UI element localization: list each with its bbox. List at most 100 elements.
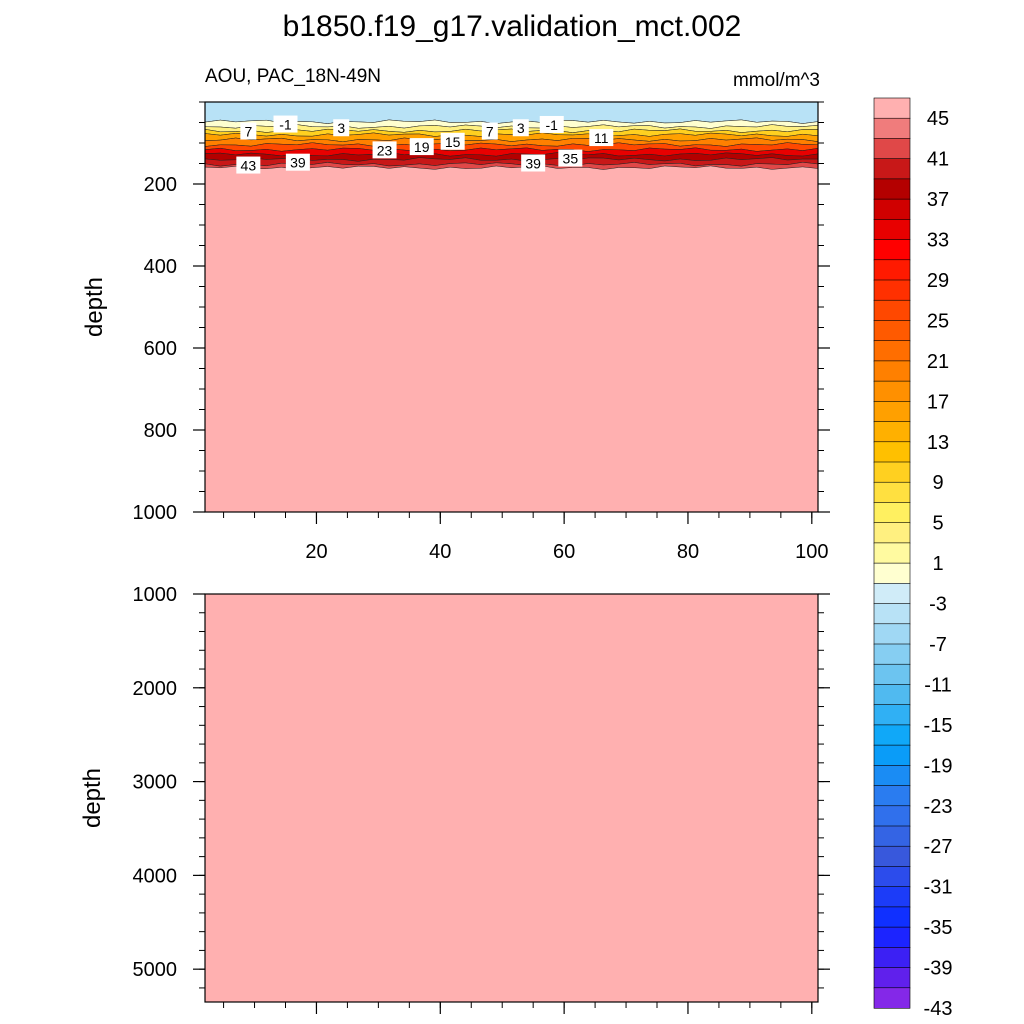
colorbar-box: [873, 785, 911, 807]
contour-label: 39: [521, 154, 546, 172]
contour-label-text: 23: [377, 142, 393, 158]
contour-label: 15: [440, 132, 465, 150]
contour-label-text: 19: [414, 139, 430, 155]
colorbar-box: [873, 805, 911, 827]
colorbar-box: [873, 279, 911, 301]
contour-label: 11: [589, 129, 614, 147]
colorbar-label: 5: [932, 513, 943, 535]
contour-label-text: 43: [241, 158, 257, 174]
colorbar-box: [873, 663, 911, 686]
colorbar-label: 17: [927, 391, 949, 413]
colorbar-label: 41: [927, 149, 949, 171]
contour-label: 19: [409, 138, 434, 156]
contour-label: 43: [236, 156, 261, 174]
y-tick-label: 2000: [133, 678, 178, 700]
colorbar-box: [873, 583, 911, 605]
colorbar-box: [873, 360, 911, 382]
contour-label-text: 7: [244, 124, 252, 140]
y-tick-label: 1000: [133, 502, 178, 524]
y-tick-label: 800: [144, 420, 177, 442]
contour-label: -1: [273, 115, 298, 133]
colorbar-box: [873, 320, 911, 342]
colorbar-label: -27: [924, 836, 953, 858]
colorbar-box: [873, 380, 911, 402]
colorbar-box: [873, 562, 911, 584]
colorbar-box: [873, 724, 911, 746]
lower-x-axis: [223, 1002, 813, 1014]
colorbar-box: [873, 178, 911, 200]
lower-ylabel: depth: [79, 768, 106, 828]
colorbar-label: -39: [924, 958, 953, 980]
colorbar-label: -31: [924, 877, 953, 899]
colorbar-label: -15: [924, 715, 953, 737]
upper-contour-labels: 7 -1 3 43 39 23 19 15 7 3 -1 11 39 35: [236, 115, 614, 174]
contour-label-text: -1: [279, 117, 292, 133]
y-tick-label: 200: [144, 174, 177, 196]
colorbar-box: [873, 299, 911, 322]
upper-panel: AOU, PAC_18N-49N mmol/m^3 7 -1 3 43 39 23 19 15…: [81, 66, 830, 563]
contour-label-text: 39: [290, 155, 306, 171]
colorbar-box: [873, 97, 911, 119]
colorbar-label: -3: [929, 594, 947, 616]
upper-subtitle-right: mmol/m^3: [733, 70, 820, 91]
colorbar-box: [873, 158, 911, 180]
colorbar-box: [873, 866, 911, 888]
upper-x-axis: 20 40 60 80 100: [223, 512, 828, 563]
colorbar-box: [873, 947, 911, 969]
colorbar-label: 29: [927, 270, 949, 292]
colorbar-label: -7: [929, 634, 947, 656]
contour-label-text: 11: [594, 130, 609, 146]
contour-label: 3: [512, 119, 529, 136]
colorbar-label: -35: [924, 917, 953, 939]
colorbar-label: -11: [924, 674, 951, 696]
colorbar-box: [873, 926, 911, 948]
colorbar-label: 37: [927, 189, 949, 211]
upper-subtitle-left: AOU, PAC_18N-49N: [205, 66, 381, 87]
colorbar-box: [873, 845, 911, 868]
y-tick-label: 600: [144, 338, 177, 360]
contour-label-text: 3: [517, 120, 525, 136]
colorbar-box: [873, 401, 911, 423]
colorbar-box: [873, 461, 911, 483]
contour-label: 39: [285, 153, 310, 171]
colorbar-box: [873, 522, 911, 544]
colorbar-box: [873, 967, 911, 989]
colorbar-box: [873, 239, 911, 261]
colorbar-box: [873, 198, 911, 220]
colorbar-box: [873, 219, 911, 241]
colorbar-box: [873, 603, 911, 625]
colorbar-box: [873, 259, 911, 281]
y-tick-label: 5000: [133, 959, 178, 981]
colorbar-label: 9: [932, 472, 943, 494]
y-tick-label: 4000: [133, 865, 178, 887]
contour-label-text: -1: [546, 117, 559, 133]
colorbar-box: [873, 765, 911, 787]
colorbar-label: 13: [927, 432, 949, 454]
colorbar-label: 33: [927, 230, 949, 252]
y-tick-label: 400: [144, 256, 177, 278]
colorbar-box: [873, 340, 911, 362]
colorbar-box: [873, 906, 911, 928]
lower-y-axis: 1000 2000 3000 4000 5000: [133, 584, 830, 989]
colorbar-box: [873, 886, 911, 908]
colorbar-label: -43: [924, 998, 953, 1020]
upper-y-axis: 200 400 600 800 1000: [133, 101, 830, 524]
x-tick-label: 40: [429, 541, 451, 563]
colorbar-box: [873, 623, 911, 645]
lower-plot-frame: [204, 593, 819, 1003]
y-tick-label: 1000: [133, 584, 178, 606]
contour-label-text: 39: [525, 156, 541, 172]
contour-label-text: 3: [337, 120, 345, 136]
x-tick-label: 80: [677, 541, 699, 563]
colorbar-box: [873, 643, 911, 665]
colorbar-box: [873, 684, 911, 706]
colorbar-label: 45: [927, 108, 949, 130]
upper-ylabel: depth: [81, 277, 108, 337]
upper-surface-layer: [204, 101, 819, 170]
colorbar-label: -23: [924, 796, 953, 818]
colorbar: 45 41 37 33 29 25 21 17 13 9 5 1 -3 -7 -11 -15 -19 -23 -27…: [873, 97, 953, 1020]
contour-label: -1: [539, 115, 564, 133]
colorbar-box: [873, 138, 911, 160]
lower-panel: 1000 2000 3000 4000 5000 depth: [79, 584, 830, 1014]
